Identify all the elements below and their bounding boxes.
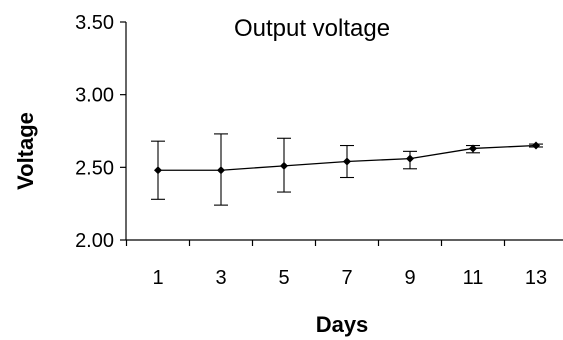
- x-tick-labels: 1 3 5 7 9 11 13: [152, 267, 547, 289]
- x-tick-label: 7: [341, 267, 352, 289]
- data-point: [154, 166, 162, 175]
- y-tick-label: 2.00: [75, 230, 114, 252]
- y-axis-title: Voltage: [13, 112, 38, 190]
- x-tick-label: 11: [463, 267, 484, 289]
- error-bars: [151, 133, 543, 206]
- axes: [120, 21, 563, 246]
- y-tick-label: 3.00: [75, 85, 114, 107]
- x-tick-label: 3: [215, 267, 226, 289]
- y-tick-label: 3.50: [75, 12, 114, 34]
- x-tick-label: 9: [404, 267, 415, 289]
- x-tick-label: 13: [525, 267, 547, 289]
- data-point: [406, 154, 414, 163]
- data-point: [280, 161, 288, 170]
- data-point: [532, 141, 540, 150]
- y-tick-labels: 3.50 3.00 2.50 2.00: [75, 12, 114, 252]
- data-point: [469, 144, 477, 153]
- data-markers: [154, 141, 540, 175]
- data-point: [343, 157, 351, 166]
- data-point: [217, 166, 225, 175]
- y-tick-label: 2.50: [75, 157, 114, 179]
- x-tick-label: 1: [152, 267, 163, 289]
- chart-title: Output voltage: [234, 15, 390, 42]
- x-tick-label: 5: [278, 267, 289, 289]
- x-axis-title: Days: [316, 312, 369, 337]
